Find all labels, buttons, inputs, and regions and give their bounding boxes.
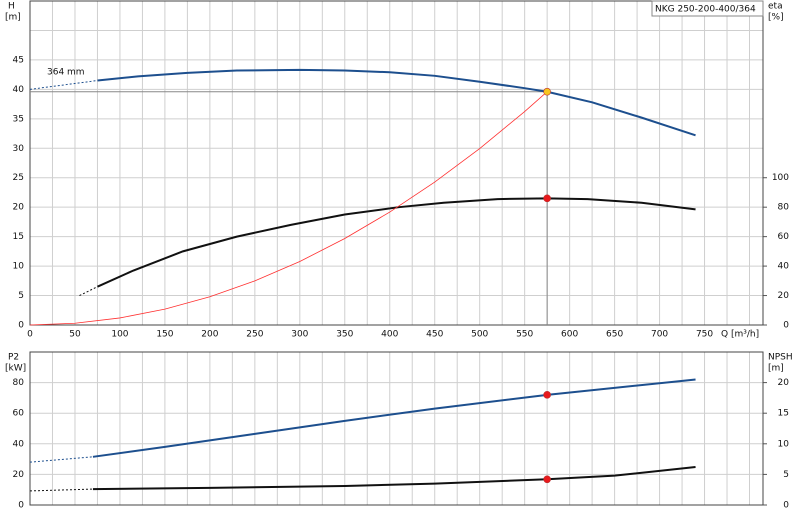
y2-axis-label: NPSH: [768, 353, 793, 363]
plot-frame: [29, 351, 764, 506]
y-axis-label: P2: [8, 353, 19, 363]
curve: [92, 466, 696, 491]
y-tick-label: 60: [13, 409, 25, 419]
y-tick-label: 30: [13, 144, 25, 154]
y-tick-label: 40: [13, 439, 25, 449]
y2-tick-label: 15: [778, 409, 789, 419]
annotation: 364 mm: [47, 68, 85, 78]
y2-tick-label: 60: [778, 232, 790, 242]
x-tick-label: 700: [651, 330, 668, 340]
x-tick-label: 250: [246, 330, 263, 340]
y2-tick-label: 20: [778, 291, 790, 301]
operating-point: [543, 475, 551, 484]
y-tick-label: 45: [13, 55, 24, 65]
x-tick-label: 350: [336, 330, 353, 340]
y-axis-unit: [m]: [5, 13, 21, 23]
curve: [29, 488, 93, 492]
y-tick-label: 80: [13, 378, 25, 388]
plot-frame: [29, 0, 764, 326]
curve: [29, 91, 548, 326]
x-tick-label: 600: [561, 330, 578, 340]
curve: [97, 197, 696, 288]
y-tick-label: 20: [13, 203, 25, 213]
y2-tick-label: 0: [783, 321, 789, 331]
operating-point: [543, 87, 551, 96]
y2-tick-label: 20: [778, 378, 790, 388]
chart-title: NKG 250-200-400/364: [655, 5, 756, 15]
curve: [92, 378, 696, 458]
x-tick-label: 100: [111, 330, 128, 340]
y-tick-label: 0: [18, 501, 24, 511]
y2-tick-label: 80: [778, 203, 790, 213]
y-tick-label: 10: [13, 262, 25, 272]
x-tick-label: 150: [156, 330, 173, 340]
operating-point: [543, 391, 551, 399]
y-tick-label: 25: [13, 173, 24, 183]
y2-axis-unit: [m]: [768, 364, 784, 374]
curve: [97, 68, 696, 137]
x-tick-label: 650: [606, 330, 623, 340]
y-tick-label: 0: [18, 321, 24, 331]
curve: [79, 286, 98, 296]
title-box: [651, 0, 764, 17]
x-tick-label: 200: [201, 330, 218, 340]
x-axis-label: Q [m³/h]: [721, 330, 759, 340]
y-tick-label: 35: [13, 114, 24, 124]
x-tick-label: 500: [471, 330, 488, 340]
y-tick-label: 15: [13, 232, 24, 242]
y-axis-label: H: [8, 2, 15, 12]
y2-axis-label: eta: [768, 2, 783, 12]
y2-tick-label: 40: [778, 262, 790, 272]
y2-tick-label: 100: [772, 173, 789, 183]
y-tick-label: 40: [13, 85, 25, 95]
operating-point: [543, 194, 551, 203]
x-tick-label: 750: [696, 330, 713, 340]
curve: [29, 456, 93, 463]
y-tick-label: 5: [18, 291, 24, 301]
y2-tick-label: 5: [783, 470, 789, 480]
y2-tick-label: 10: [778, 439, 790, 449]
x-tick-label: 550: [516, 330, 533, 340]
x-tick-label: 450: [426, 330, 443, 340]
x-tick-label: 50: [69, 330, 81, 340]
x-tick-label: 0: [27, 330, 33, 340]
y2-axis-unit: [%]: [768, 13, 784, 23]
y2-tick-label: 0: [783, 501, 789, 511]
x-tick-label: 400: [381, 330, 398, 340]
curve: [29, 80, 98, 90]
y-tick-label: 20: [13, 470, 25, 480]
x-tick-label: 300: [291, 330, 308, 340]
y-axis-unit: [kW]: [5, 364, 26, 374]
